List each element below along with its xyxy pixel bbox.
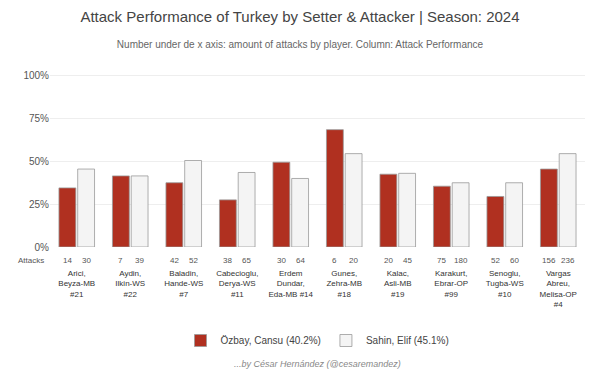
svg-text:180: 180 [454,256,468,265]
svg-text:Kalac,Asli-MB#19: Kalac,Asli-MB#19 [384,269,412,299]
svg-text:VargasAbreu,Melisa-OP#4: VargasAbreu,Melisa-OP#4 [540,269,577,309]
svg-text:Sahin, Elif (45.1%): Sahin, Elif (45.1%) [366,335,449,346]
svg-text:20: 20 [384,256,393,265]
svg-text:25%: 25% [29,199,49,210]
svg-text:7: 7 [118,256,123,265]
svg-text:38: 38 [223,256,232,265]
svg-text:75%: 75% [29,113,49,124]
svg-text:30: 30 [277,256,286,265]
svg-text:Arici,Beyza-MB#21: Arici,Beyza-MB#21 [58,269,95,299]
svg-text:75: 75 [437,256,446,265]
svg-text:100%: 100% [23,70,49,81]
svg-text:65: 65 [242,256,251,265]
svg-text:Gunes,Zehra-MB#18: Gunes,Zehra-MB#18 [326,269,362,299]
svg-text:Attack Performance of Turkey b: Attack Performance of Turkey by Setter &… [80,8,519,25]
svg-text:20: 20 [349,256,358,265]
svg-text:Aydin,Ilkin-WS#22: Aydin,Ilkin-WS#22 [115,269,145,299]
svg-text:0%: 0% [35,242,50,253]
svg-text:Senoglu,Tugba-WS#10: Senoglu,Tugba-WS#10 [486,269,524,299]
svg-text:ErdemDundar,Eda-MB #14: ErdemDundar,Eda-MB #14 [269,269,314,299]
svg-text:Baladin,Hande-WS#7: Baladin,Hande-WS#7 [164,269,203,299]
svg-text:Number under de x axis: amount: Number under de x axis: amount of attack… [117,39,484,50]
svg-text:50%: 50% [29,156,49,167]
svg-text:...by César Hernández (@cesare: ...by César Hernández (@cesaremandez) [234,359,401,369]
svg-text:Cabecioglu,Derya-WS#11: Cabecioglu,Derya-WS#11 [216,269,258,299]
svg-text:Özbay, Cansu (40.2%): Özbay, Cansu (40.2%) [221,335,321,346]
svg-text:156: 156 [542,256,556,265]
svg-text:52: 52 [189,256,198,265]
svg-text:6: 6 [332,256,337,265]
svg-text:30: 30 [82,256,91,265]
svg-text:60: 60 [510,256,519,265]
svg-text:39: 39 [135,256,144,265]
svg-text:42: 42 [170,256,179,265]
svg-text:64: 64 [296,256,305,265]
svg-text:Karakurt,Ebrar-OP#99: Karakurt,Ebrar-OP#99 [434,269,468,299]
svg-text:14: 14 [63,256,72,265]
svg-text:Attacks: Attacks [18,256,44,265]
svg-text:52: 52 [491,256,500,265]
svg-text:45: 45 [403,256,412,265]
svg-text:236: 236 [561,256,575,265]
